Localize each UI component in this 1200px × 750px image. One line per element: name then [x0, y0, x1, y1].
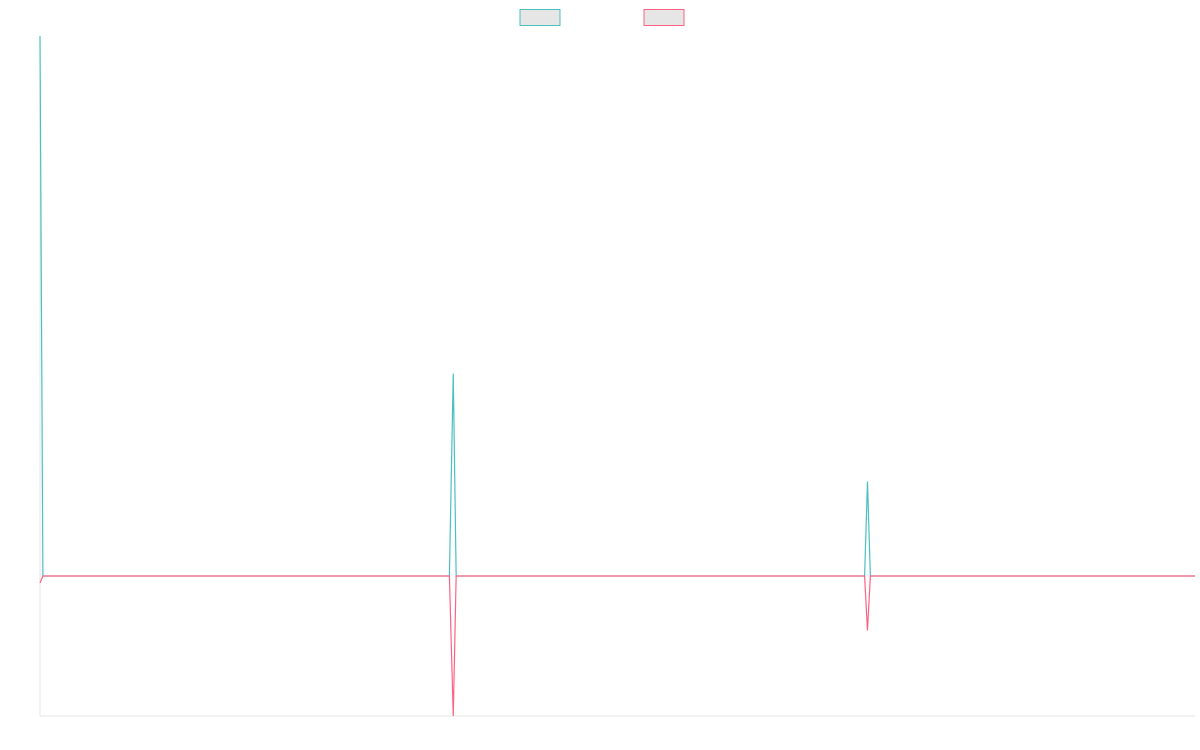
legend-item-0[interactable]	[519, 9, 561, 26]
legend-swatch-0[interactable]	[519, 9, 561, 26]
legend-swatch-1[interactable]	[643, 9, 685, 26]
series-lines	[39, 35, 1195, 717]
series-line-0	[39, 35, 1195, 577]
legend[interactable]	[519, 9, 685, 26]
axes	[39, 36, 1195, 717]
legend-item-1[interactable]	[643, 9, 685, 26]
series-line-1	[39, 575, 1195, 717]
